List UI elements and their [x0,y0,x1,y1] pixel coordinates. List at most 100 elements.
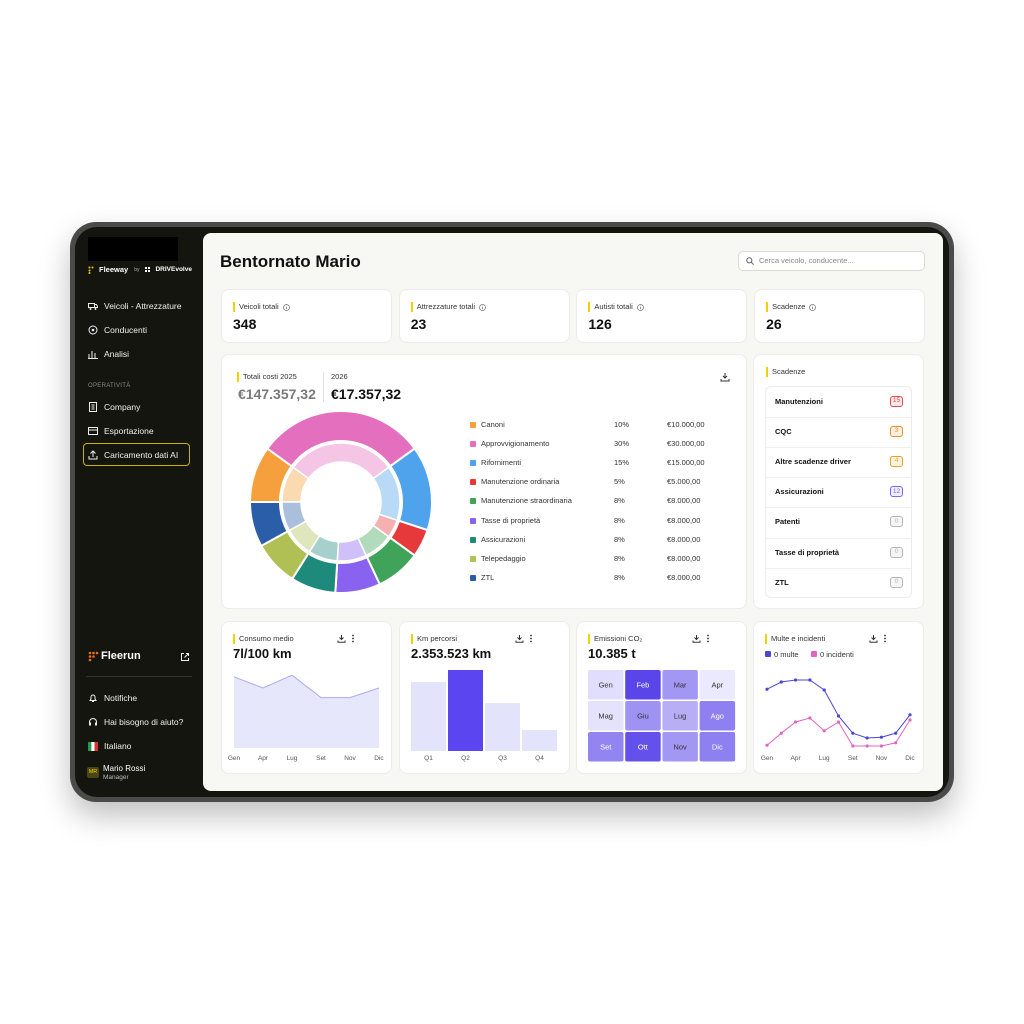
more-button[interactable] [883,634,887,643]
legend-share: 8% [614,572,625,582]
icon [88,450,98,460]
deadline-label[interactable]: CQC [775,427,792,437]
icon [89,718,97,726]
card-headline: 10.385 t [588,646,636,661]
accent [237,372,239,382]
deadline-badge: 0 [890,546,903,558]
deadline-badge: 0 [890,576,903,588]
avatar: MR [87,767,99,778]
divider [86,676,192,677]
accent [766,302,769,312]
nav-item[interactable]: Analisi [88,349,129,359]
deadline-label[interactable]: Manutenzioni [775,397,823,406]
costs-label: 2026 [331,372,348,381]
more-button[interactable] [351,634,355,643]
stat-header: Autisti totali [588,302,644,312]
legend-share: 15% [614,458,630,468]
legend-amount: €8.000,00 [667,515,701,525]
flag [88,742,98,751]
legend-amount: €8.000,00 [667,553,701,563]
stat-label: Veicoli totali [239,302,279,312]
legend-swatch [470,422,476,428]
nav-label: Notifiche [104,692,138,703]
language[interactable]: Italiano [88,742,131,751]
deadline-label[interactable]: Patenti [775,517,801,527]
legend-amount: €30.000,00 [667,439,705,449]
nav-label: Conducenti [104,324,148,335]
nav-item[interactable]: Esportazione [88,426,154,436]
deadline-badge: 3 [890,426,903,438]
more-button[interactable] [706,634,710,643]
brand-logo [88,266,94,274]
nav-label: Analisi [104,348,130,359]
costs-total: €147.357,32 [238,386,316,402]
stat-value: 23 [410,316,427,332]
legend-share: 5% [614,477,625,487]
download-button[interactable] [692,634,701,643]
deadline-label[interactable]: Assicurazioni [775,487,824,497]
stat-card [576,289,748,343]
accent [233,634,235,644]
card-header: Consumo medio [233,634,294,644]
legend-label: Approvvigionamento [481,439,550,449]
nav-item[interactable]: Veicoli - Attrezzature [88,301,181,311]
download-button[interactable] [337,634,346,643]
user-role: Manager [103,774,129,781]
stat-header: Scadenze [766,302,817,312]
costs-total: €17.357,32 [331,386,402,402]
external-link[interactable] [180,652,190,662]
nav-item[interactable]: Hai bisogno di aiuto? [88,717,183,727]
divider [323,372,324,402]
info-icon [636,303,644,311]
card-headline: 7l/100 km [233,646,292,661]
legend-label: Rifornimenti [481,458,522,468]
deadline-label[interactable]: Tasse di proprietà [775,547,840,557]
icon [88,427,98,435]
deadline-label[interactable]: ZTL [775,577,789,587]
download-button[interactable] [515,634,524,643]
redacted-box [88,237,178,261]
card-title: Km percorsi [417,634,458,644]
row-divider [766,477,911,479]
download-button[interactable] [720,372,730,382]
legend-share: 8% [614,496,625,506]
legend-swatch [470,479,476,486]
legend-label: Tasse di proprietà [481,515,541,525]
info [636,303,644,311]
nav-item[interactable]: Conducenti [88,325,147,335]
legend-label: Telepedaggio [481,553,526,563]
stat-value: 26 [766,316,782,332]
download-icon [692,635,701,643]
icon [89,694,97,702]
icon [89,402,97,412]
nav-item[interactable]: Company [88,402,140,412]
row-divider [766,447,911,449]
legend-label: Manutenzione ordinaria [481,477,560,487]
legend-swatch [470,574,476,581]
partner-logo [145,266,151,272]
icon [88,351,98,359]
download-button[interactable] [869,634,878,643]
deadlines-list [765,386,912,598]
more-button[interactable] [529,634,533,643]
search-box[interactable]: Cerca veicolo, conducente... [738,251,925,271]
legend-swatch [470,498,476,505]
legend-label: Assicurazioni [481,534,526,544]
accent [411,634,413,644]
more-icon [707,634,709,643]
nav-item[interactable]: Caricamento dati AI [88,450,178,460]
deadline-label[interactable]: Altre scadenze driver [775,457,851,467]
brand-by: by [134,266,140,273]
info [479,303,486,311]
stat-value: 348 [233,316,257,332]
brand-name: Fleeway [99,265,129,275]
legend-share: 8% [614,553,625,563]
legend-swatch [470,517,476,524]
legend-label: Canoni [481,420,505,429]
card-headline: 2.353.523 km [411,646,492,661]
more-icon [884,634,886,643]
download-icon [337,635,346,643]
nav-item[interactable]: Notifiche [88,693,137,703]
legend-amount: €15.000,00 [667,458,705,468]
